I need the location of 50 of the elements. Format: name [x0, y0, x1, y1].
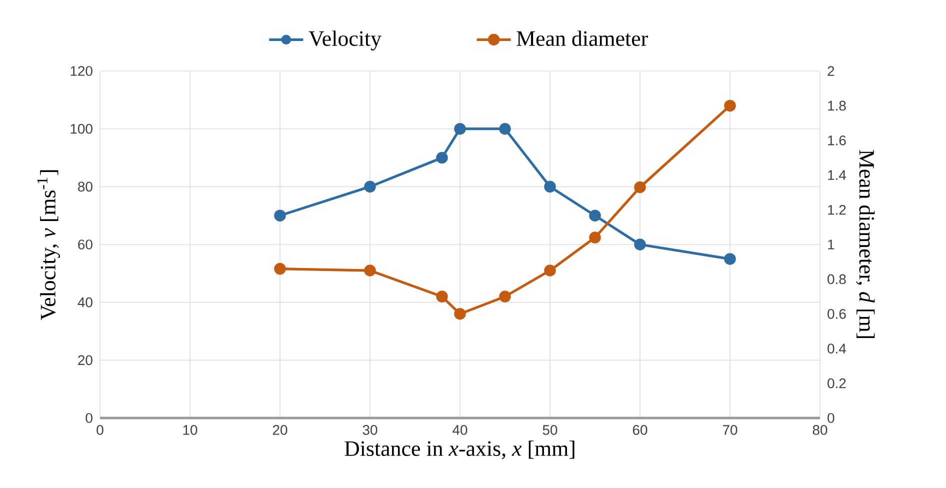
x-tick-label: 80: [812, 425, 828, 435]
point: [454, 308, 466, 320]
point: [634, 181, 646, 194]
y2-tick-label: 1.8: [828, 100, 846, 111]
y2-tick-label: 1: [828, 240, 834, 250]
y-tick-label: 60: [78, 240, 92, 250]
point: [544, 180, 556, 193]
y2-tick-label: 1.6: [828, 135, 846, 146]
point: [634, 238, 646, 250]
point: [436, 290, 448, 302]
x-tick-label: 60: [632, 425, 648, 435]
x-axis-title: Distance in x-axis, x [mm]: [344, 440, 574, 460]
x-tick-label: 10: [183, 425, 198, 435]
y2-tick-label: 2: [828, 66, 834, 76]
y2-tick-label: 0.6: [828, 308, 846, 319]
point: [499, 290, 511, 302]
point: [436, 152, 448, 164]
y-tick-label: 0: [86, 413, 92, 423]
y-tick-label: 100: [70, 124, 92, 134]
point: [274, 210, 286, 222]
point: [724, 100, 736, 112]
point: [724, 253, 736, 265]
y2-tick-label: 0: [828, 413, 834, 423]
y-axis-title: Velocity, v [ms$^{-1}$]: [37, 170, 60, 320]
y2-tick-label: 0.4: [828, 344, 846, 354]
y2-tick-label: 0.8: [828, 274, 846, 284]
point: [274, 262, 286, 275]
point: [364, 264, 376, 276]
y2-axis-title: Mean diameter, d [m]: [856, 150, 875, 338]
y2-tick-label: 1.2: [828, 204, 846, 215]
x-tick-label: 20: [272, 425, 288, 435]
x-tick-label: 50: [542, 425, 558, 435]
x-tick-label: 30: [362, 425, 378, 435]
point: [589, 210, 601, 222]
point: [589, 232, 601, 244]
x-tick-label: 40: [452, 425, 468, 435]
y-tick-label: 20: [78, 355, 92, 366]
point: [499, 122, 511, 135]
x-tick-label: 0: [96, 425, 104, 435]
x-tick-label: 70: [722, 425, 738, 435]
y-tick-label: 40: [78, 297, 92, 308]
point: [544, 264, 556, 276]
point: [454, 122, 466, 135]
y2-tick-label: 1.4: [828, 170, 846, 180]
legend-label: Mean diameter: [516, 30, 648, 46]
y-tick-label: 80: [78, 182, 92, 192]
point: [364, 180, 376, 193]
legend-label: Velocity: [308, 30, 382, 50]
y-tick-label: 120: [70, 66, 92, 76]
y2-tick-label: 0.2: [828, 378, 846, 388]
